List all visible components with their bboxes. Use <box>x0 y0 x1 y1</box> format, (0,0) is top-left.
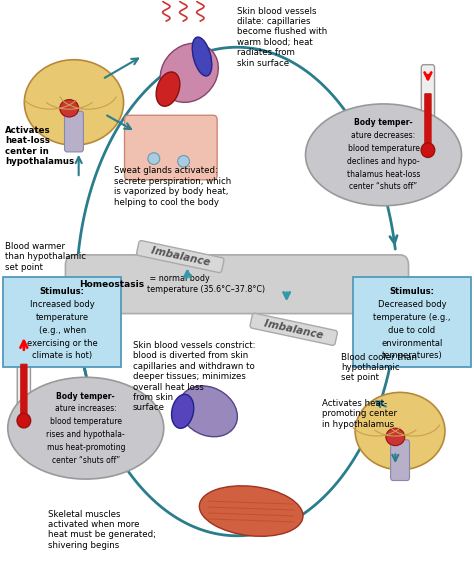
FancyBboxPatch shape <box>17 335 30 425</box>
Text: Homeostasis: Homeostasis <box>79 280 144 289</box>
FancyBboxPatch shape <box>421 65 435 155</box>
Ellipse shape <box>17 413 31 428</box>
Text: center “shuts off”: center “shuts off” <box>349 182 418 191</box>
Ellipse shape <box>421 143 435 157</box>
FancyBboxPatch shape <box>64 111 83 152</box>
Text: blood temperature: blood temperature <box>347 144 419 153</box>
Text: mus heat-promoting: mus heat-promoting <box>46 443 125 452</box>
Text: Stimulus:: Stimulus: <box>40 287 85 296</box>
Text: Imbalance: Imbalance <box>139 243 221 270</box>
Ellipse shape <box>200 486 303 536</box>
Text: Activates
heat-loss
center in
hypothalamus: Activates heat-loss center in hypothalam… <box>5 126 74 166</box>
Text: Body temper-: Body temper- <box>354 118 413 127</box>
FancyBboxPatch shape <box>20 364 27 420</box>
Text: environmental: environmental <box>381 339 443 347</box>
Text: ature decreases:: ature decreases: <box>351 131 416 140</box>
Text: Sweat glands activated:
secrete perspiration, which
is vaporized by body heat,
h: Sweat glands activated: secrete perspira… <box>114 167 231 206</box>
Ellipse shape <box>355 392 445 470</box>
Text: temperatures): temperatures) <box>382 352 442 360</box>
Ellipse shape <box>192 37 212 76</box>
FancyBboxPatch shape <box>425 94 431 150</box>
Ellipse shape <box>179 386 237 437</box>
FancyBboxPatch shape <box>391 440 410 480</box>
Text: center “shuts off”: center “shuts off” <box>52 456 120 465</box>
Text: Decreased body: Decreased body <box>378 300 446 309</box>
Text: Body temper-: Body temper- <box>56 392 115 401</box>
Ellipse shape <box>160 43 219 103</box>
Text: Blood warmer
than hypothalamic
set point: Blood warmer than hypothalamic set point <box>5 242 86 272</box>
Text: climate is hot): climate is hot) <box>32 352 92 360</box>
Text: Stimulus:: Stimulus: <box>389 287 434 296</box>
Text: Skin blood vessels constrict:
blood is diverted from skin
capillaries and withdr: Skin blood vessels constrict: blood is d… <box>133 341 255 412</box>
Ellipse shape <box>148 153 160 164</box>
Ellipse shape <box>60 100 79 117</box>
FancyBboxPatch shape <box>3 277 121 367</box>
Text: (e.g., when: (e.g., when <box>38 326 86 335</box>
Ellipse shape <box>386 428 405 445</box>
Text: Imbalance: Imbalance <box>253 316 335 343</box>
Ellipse shape <box>306 104 462 206</box>
Text: temperature (e.g.,: temperature (e.g., <box>373 313 451 322</box>
Text: rises and hypothala-: rises and hypothala- <box>46 430 125 439</box>
Text: Skeletal muscles
activated when more
heat must be generated;
shivering begins: Skeletal muscles activated when more hea… <box>48 510 156 550</box>
Ellipse shape <box>24 59 124 145</box>
Ellipse shape <box>8 377 164 479</box>
Text: Blood cooler than
hypothalamic
set point: Blood cooler than hypothalamic set point <box>341 353 417 382</box>
Text: thalamus heat-loss: thalamus heat-loss <box>347 170 420 178</box>
Text: temperature: temperature <box>36 313 89 322</box>
FancyBboxPatch shape <box>353 277 471 367</box>
Text: due to cold: due to cold <box>388 326 436 335</box>
Text: exercising or the: exercising or the <box>27 339 98 347</box>
FancyBboxPatch shape <box>125 115 217 180</box>
Text: declines and hypo-: declines and hypo- <box>347 157 420 166</box>
Text: blood temperature: blood temperature <box>50 417 122 426</box>
Text: ature increases:: ature increases: <box>55 405 117 413</box>
Ellipse shape <box>156 72 180 106</box>
FancyBboxPatch shape <box>65 255 409 314</box>
Ellipse shape <box>178 156 190 167</box>
Text: Skin blood vessels
dilate: capillaries
become flushed with
warm blood; heat
radi: Skin blood vessels dilate: capillaries b… <box>237 6 327 68</box>
Text: Increased body: Increased body <box>30 300 94 309</box>
Text: Activates heat-
promoting center
in hypothalamus: Activates heat- promoting center in hypo… <box>322 399 397 429</box>
Text: = normal body
temperature (35.6°C–37.8°C): = normal body temperature (35.6°C–37.8°C… <box>147 274 265 294</box>
Ellipse shape <box>172 394 194 429</box>
